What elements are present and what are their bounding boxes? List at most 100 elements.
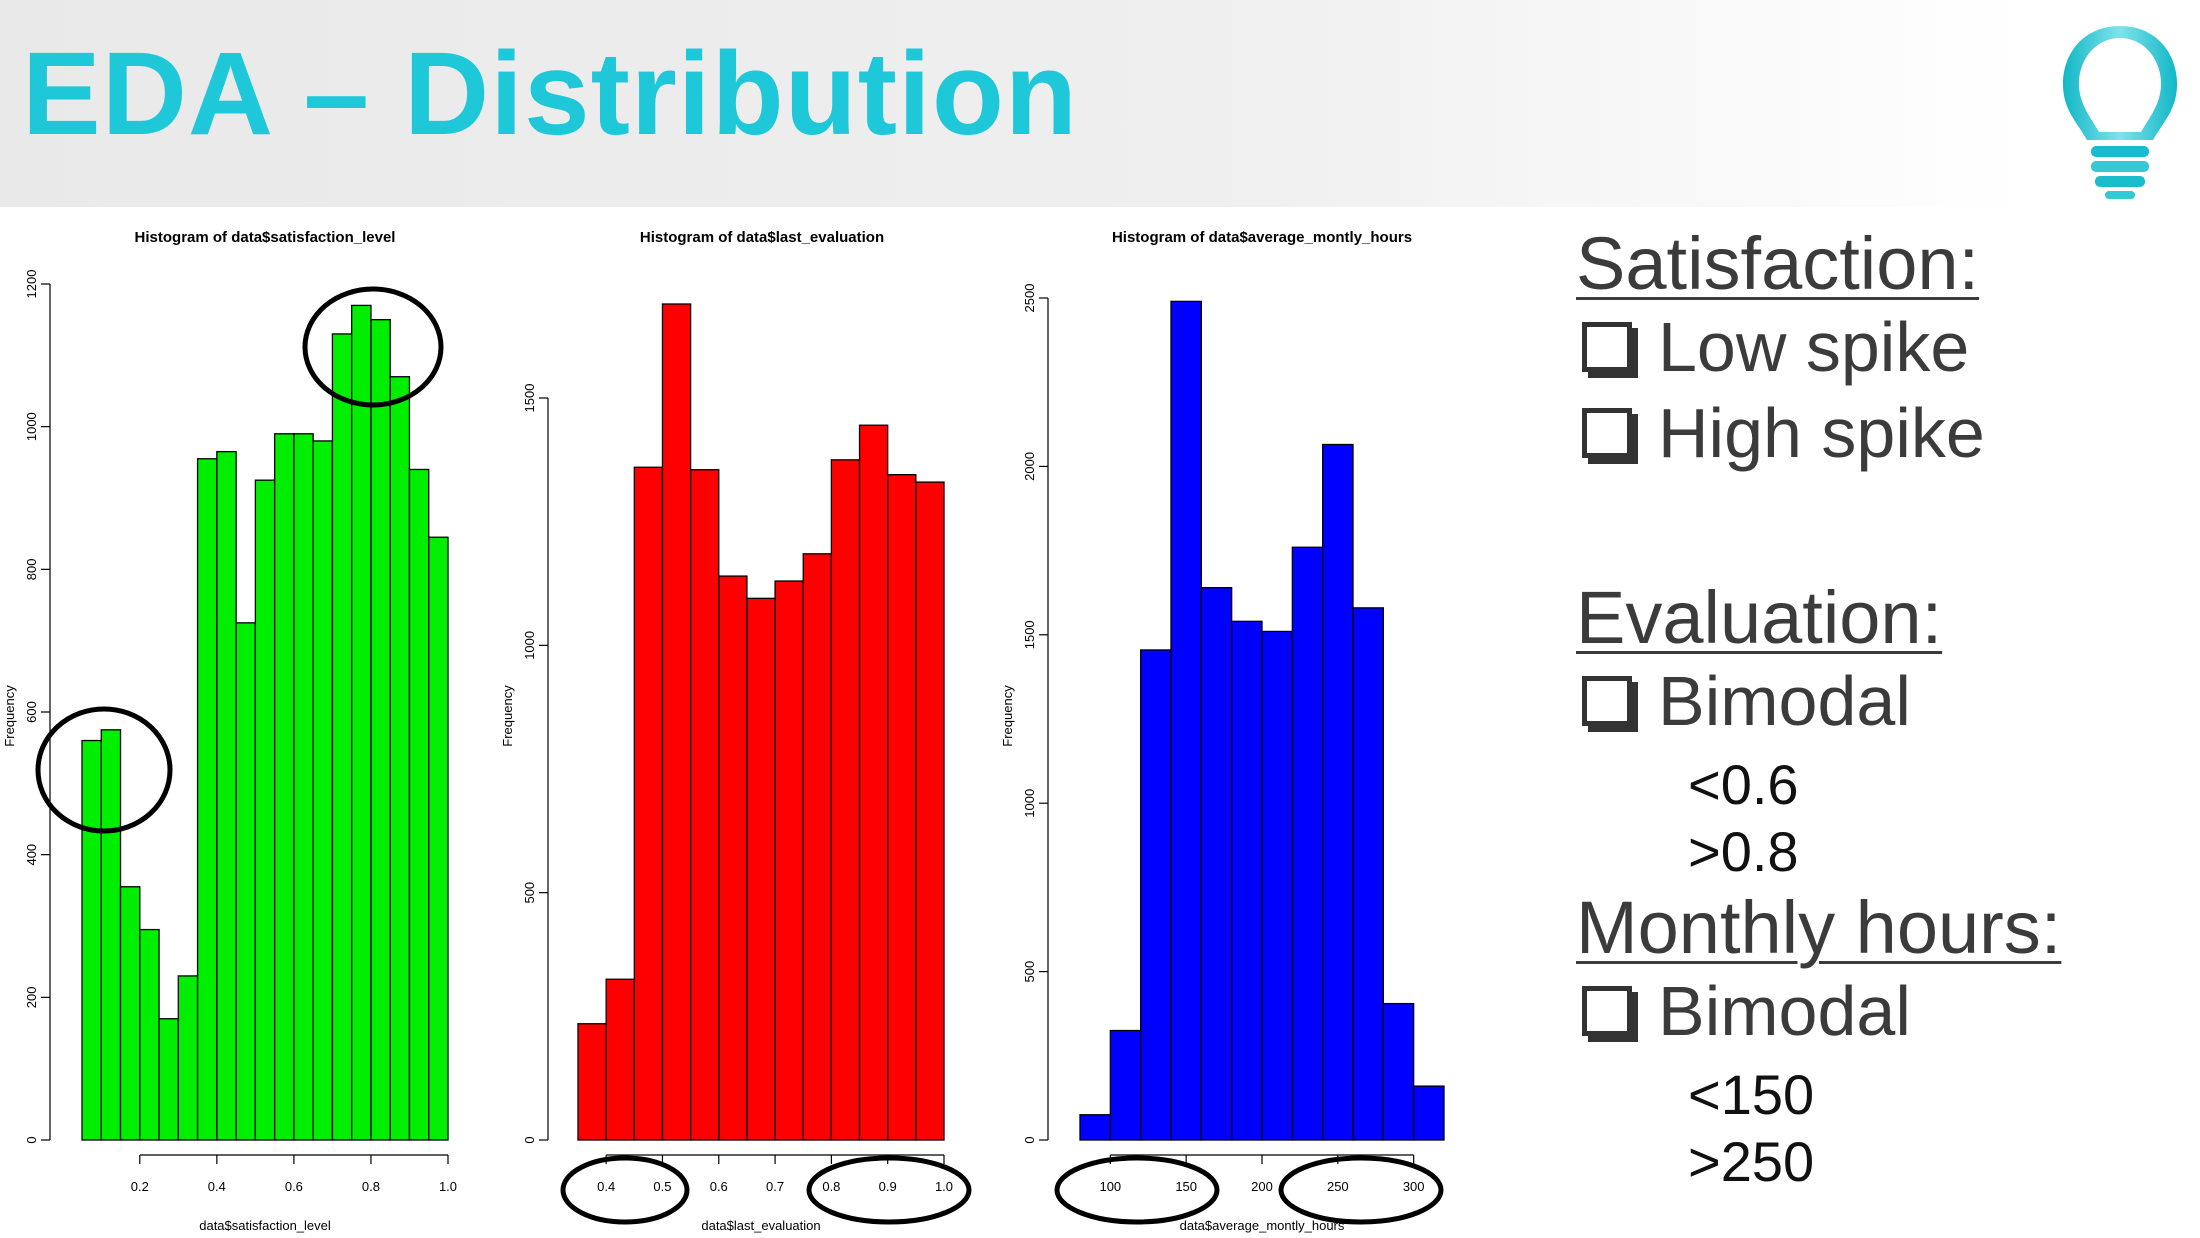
histogram-2: Histogram of data$last_evaluation 0 500 100…	[500, 229, 972, 1233]
y-tick-label: 2500	[1022, 284, 1037, 313]
histogram-bar	[216, 450, 237, 1141]
histogram-charts: Histogram of data$satisfaction_level 0 200…	[2, 229, 1445, 1233]
checkbox-icon	[1582, 675, 1632, 726]
y-tick-label: 1200	[24, 270, 39, 299]
x-tick-label: 300	[1403, 1179, 1425, 1194]
x-axis-label: data$satisfaction_level	[199, 1218, 331, 1233]
histogram-1: Histogram of data$satisfaction_level 0 200…	[2, 229, 457, 1233]
y-tick-label: 1500	[522, 384, 537, 413]
x-tick-label: 0.8	[362, 1179, 380, 1194]
histogram-bar	[1352, 607, 1384, 1141]
x-tick-label: 0.5	[653, 1179, 671, 1194]
list-item-label: Bimodal	[1658, 662, 1911, 740]
slide-title: EDA – Distribution	[22, 28, 1078, 160]
lightbulb-icon	[2063, 26, 2177, 199]
histogram-bar	[1382, 1002, 1415, 1141]
y-tick-label: 500	[1022, 961, 1037, 983]
histogram-bar	[1079, 1114, 1111, 1141]
y-tick-label: 1000	[1022, 789, 1037, 818]
histogram-bar	[1200, 586, 1233, 1141]
chart-title: Histogram of data$average_montly_hours	[1112, 229, 1412, 246]
hours-low-threshold: <150	[1688, 1063, 1815, 1126]
list-item-label: Low spike	[1658, 308, 1970, 386]
list-item-high-spike: High spike	[1582, 393, 1985, 473]
histogram-bar	[915, 481, 945, 1141]
y-tick-label: 0	[1022, 1136, 1037, 1143]
y-tick-label: 1000	[522, 631, 537, 660]
histogram-bar	[254, 479, 276, 1141]
x-tick-label: 0.7	[766, 1179, 784, 1194]
x-tick-label: 0.9	[879, 1179, 897, 1194]
x-tick-label: 0.2	[131, 1179, 149, 1194]
list-item-low-spike: Low spike	[1582, 307, 1969, 387]
y-tick-label: 2000	[1022, 452, 1037, 481]
satisfaction-heading: Satisfaction:	[1576, 222, 1980, 305]
annotation-ellipse	[302, 286, 444, 408]
histogram-bar	[177, 975, 199, 1141]
histogram-bar	[196, 458, 218, 1141]
histogram-bar	[119, 886, 141, 1141]
histogram-bar	[887, 474, 917, 1141]
histogram-bar	[689, 469, 720, 1141]
x-tick-label: 1.0	[439, 1179, 457, 1194]
y-tick-label: 0	[522, 1136, 537, 1143]
histogram-bar	[1261, 630, 1293, 1141]
list-item-hours-bimodal: Bimodal	[1582, 971, 1911, 1051]
list-item-label: High spike	[1658, 394, 1985, 472]
x-tick-label: 200	[1251, 1179, 1273, 1194]
y-tick-label: 1500	[1022, 620, 1037, 649]
annotation-ellipse	[1278, 1155, 1444, 1225]
histogram-bar	[389, 376, 411, 1141]
histogram-bar	[746, 597, 776, 1141]
histogram-bar	[633, 466, 664, 1141]
histogram-bar	[1140, 649, 1172, 1141]
histogram-bar	[1322, 443, 1354, 1141]
y-tick-label: 800	[24, 558, 39, 580]
annotation-ellipse	[806, 1155, 972, 1225]
checkbox-icon	[1582, 407, 1632, 458]
chart-title: Histogram of data$satisfaction_level	[135, 229, 396, 246]
evaluation-heading: Evaluation:	[1576, 576, 1943, 659]
histogram-bar	[1109, 1029, 1142, 1141]
histogram-bar	[428, 536, 449, 1141]
histogram-bar	[858, 424, 889, 1141]
x-tick-label: 0.6	[710, 1179, 728, 1194]
evaluation-low-threshold: <0.6	[1688, 753, 1799, 816]
histogram-bar	[235, 622, 257, 1141]
y-tick-label: 600	[24, 701, 39, 723]
notes-panel: Satisfaction: Low spike High spike Evalu…	[1576, 207, 2200, 1238]
x-axis-label: data$average_montly_hours	[1180, 1218, 1345, 1233]
histogram-bar	[1231, 620, 1263, 1141]
list-item-evaluation-bimodal: Bimodal	[1582, 661, 1911, 741]
checkbox-icon	[1582, 321, 1632, 372]
histogram-bar	[81, 739, 102, 1141]
histogram-3: Histogram of data$average_montly_hours 0 5…	[1000, 229, 1445, 1233]
y-tick-label: 200	[24, 986, 39, 1008]
histogram-bar	[139, 928, 160, 1141]
y-tick-label: 500	[522, 882, 537, 904]
y-axis-label: Frequency	[1000, 685, 1015, 747]
header-bar: EDA – Distribution	[0, 0, 2200, 207]
histogram-bar	[293, 433, 314, 1141]
histogram-bar	[351, 304, 372, 1141]
x-axis-label: data$last_evaluation	[701, 1218, 820, 1233]
y-tick-label: 400	[24, 844, 39, 866]
y-axis-label: Frequency	[500, 685, 515, 747]
hours-heading: Monthly hours:	[1576, 886, 2062, 969]
histogram-bar	[830, 459, 861, 1141]
x-tick-label: 0.4	[597, 1179, 615, 1194]
histogram-bar	[331, 333, 353, 1141]
histogram-bar	[1291, 546, 1324, 1141]
x-tick-label: 0.8	[822, 1179, 840, 1194]
chart-title: Histogram of data$last_evaluation	[640, 229, 884, 246]
histogram-bar	[312, 440, 334, 1141]
y-tick-label: 0	[24, 1136, 39, 1143]
x-tick-label: 1.0	[935, 1179, 953, 1194]
histogram-bar	[1413, 1085, 1445, 1141]
histogram-bar	[661, 303, 692, 1141]
annotation-ellipse	[1054, 1155, 1220, 1225]
histogram-bar	[577, 1023, 607, 1141]
histogram-bar	[273, 433, 295, 1141]
hours-high-threshold: >250	[1688, 1130, 1815, 1193]
histogram-bar	[158, 1018, 179, 1141]
